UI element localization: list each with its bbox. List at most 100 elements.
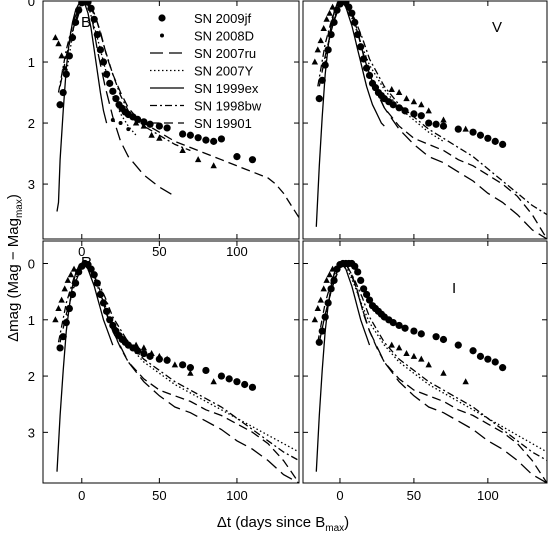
legend-label: SN 19901 <box>194 116 252 131</box>
data-point-triangle <box>403 95 410 102</box>
panel-band-label: B <box>81 14 91 31</box>
data-point <box>365 296 374 304</box>
x-tick-label: 100 <box>226 488 248 503</box>
legend-label: SN 2008D <box>194 29 254 44</box>
data-point-triangle <box>194 156 202 163</box>
panel-frame <box>302 0 548 240</box>
legend-label: SN 2007Y <box>194 64 254 79</box>
data-point-triangle <box>440 116 447 123</box>
data-point <box>417 112 425 120</box>
data-point-triangle <box>314 305 321 312</box>
data-point-triangle <box>55 40 62 47</box>
panel-band-label: I <box>452 280 456 297</box>
panel-frame <box>302 240 548 484</box>
data-point <box>401 107 409 115</box>
data-point <box>112 95 120 103</box>
data-point <box>318 327 326 335</box>
data-point-triangle <box>132 341 140 348</box>
series-line <box>331 3 547 239</box>
x-tick-label: 100 <box>226 244 248 259</box>
data-point <box>186 131 194 139</box>
data-point-triangle <box>425 107 432 114</box>
data-point <box>118 121 123 126</box>
series-line <box>317 263 547 462</box>
data-point-triangle <box>210 162 217 169</box>
data-point-triangle <box>425 361 432 368</box>
data-point <box>439 335 448 344</box>
x-axis-label: Δt (days since Bmax) <box>217 514 349 534</box>
data-point <box>140 349 148 358</box>
data-point <box>439 122 448 130</box>
data-point <box>109 321 117 330</box>
series-line <box>324 1 444 142</box>
data-point-triangle <box>410 98 418 105</box>
data-point-triangle <box>187 369 194 376</box>
legend: SN 2009jf SN 2008D SN 2007ru SN 2007Y SN 199… <box>150 11 262 131</box>
data-point-triangle <box>52 316 59 323</box>
data-point-triangle <box>320 24 327 31</box>
data-point <box>395 321 403 330</box>
data-point <box>315 338 323 346</box>
panel-V: V <box>302 0 548 240</box>
data-point <box>389 319 397 327</box>
data-point-triangle <box>418 355 425 362</box>
data-point-triangle <box>418 101 425 108</box>
plot-area <box>311 259 547 483</box>
data-point-triangle <box>55 305 62 312</box>
data-point <box>225 375 233 383</box>
data-point <box>432 120 440 128</box>
data-point <box>194 134 202 142</box>
legend-item: SN 2007Y <box>150 64 254 79</box>
legend-item: SN 1999ex <box>150 81 259 96</box>
series-line <box>317 1 547 216</box>
legend-marker <box>158 14 166 22</box>
legend-label: SN 1998bw <box>194 99 262 114</box>
series-line <box>56 1 108 212</box>
y-tick-label: 2 <box>28 116 35 131</box>
data-point <box>155 122 163 130</box>
data-point-triangle <box>163 355 171 362</box>
panels: 0123050100BV0123050100R050100I <box>28 0 548 503</box>
y-tick-label: 1 <box>28 313 35 328</box>
data-point-triangle <box>148 350 155 357</box>
data-point-triangle <box>326 9 333 16</box>
data-point <box>469 128 477 136</box>
data-point <box>357 276 365 284</box>
y-tick-label: 1 <box>28 55 35 70</box>
data-point <box>499 140 507 149</box>
data-point-triangle <box>311 58 319 65</box>
legend-item: SN 1998bw <box>150 99 262 114</box>
panel-B: 0 1 2 3 0 50 100 B <box>28 0 300 259</box>
data-point <box>362 290 371 299</box>
data-point <box>417 330 425 338</box>
data-point <box>202 366 210 375</box>
series-line <box>59 262 299 483</box>
panel-frame <box>42 0 300 240</box>
data-point <box>59 88 67 97</box>
data-point-triangle <box>317 296 324 303</box>
data-point <box>179 361 187 369</box>
x-tick-label: 100 <box>477 488 499 503</box>
series-line <box>73 265 299 483</box>
data-point-triangle <box>462 378 469 385</box>
y-tick-label: 0 <box>28 0 35 9</box>
panel-band-label: V <box>492 19 502 36</box>
series-line <box>318 1 547 239</box>
data-point-triangle <box>395 344 403 351</box>
series-line <box>56 262 114 472</box>
plot-area <box>311 1 547 239</box>
plot-area <box>52 259 299 483</box>
data-point-triangle <box>317 37 324 44</box>
data-point <box>454 125 462 133</box>
data-point <box>432 333 440 341</box>
data-point <box>354 268 362 276</box>
data-point <box>491 358 499 366</box>
data-point-triangle <box>61 64 68 71</box>
series-line <box>315 262 371 472</box>
data-point-triangle <box>311 316 319 323</box>
data-point-triangle <box>52 34 59 41</box>
data-point-triangle <box>61 285 68 292</box>
data-point-triangle <box>70 265 78 272</box>
data-point <box>186 364 194 372</box>
data-point <box>491 137 499 145</box>
